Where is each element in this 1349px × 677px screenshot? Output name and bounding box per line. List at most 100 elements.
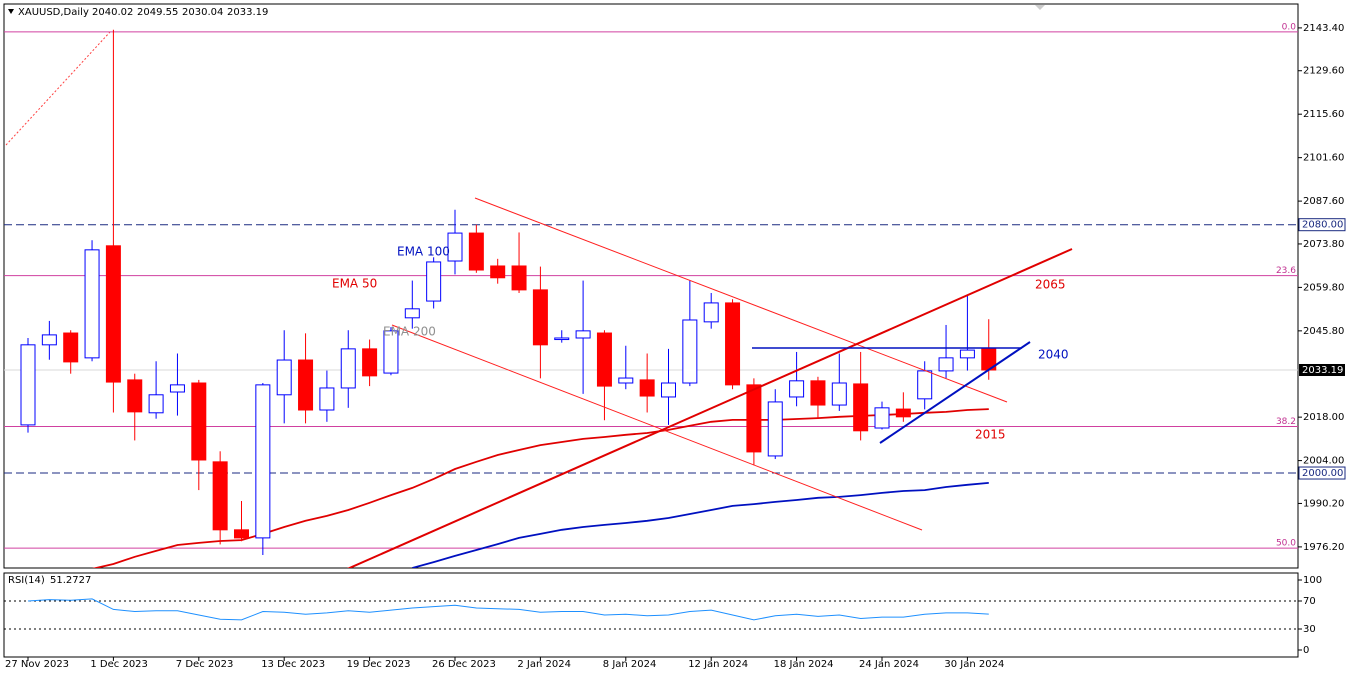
candle-body — [468, 232, 484, 271]
candle-body — [810, 380, 826, 406]
ema-label: EMA 50 — [332, 277, 377, 291]
y-tick-label: 2018.00 — [1303, 412, 1344, 423]
fib-trend — [5, 31, 111, 146]
candle-body — [169, 384, 185, 393]
x-tick-label: 12 Jan 2024 — [688, 659, 748, 670]
candle-body — [575, 330, 591, 339]
candle-body — [340, 348, 356, 389]
header-value: 2033.19 — [227, 7, 268, 18]
candle-body — [362, 348, 378, 377]
candle-body — [41, 334, 57, 346]
x-tick-label: 2 Jan 2024 — [517, 659, 571, 670]
annotation: 2040 — [1038, 348, 1069, 362]
candle-body — [148, 394, 164, 414]
candle-body — [746, 384, 762, 453]
candle-body — [255, 384, 271, 539]
candle-body — [959, 349, 975, 359]
channel-line — [474, 197, 1008, 403]
x-tick-label: 26 Dec 2023 — [432, 659, 496, 670]
x-tick-label: 8 Jan 2024 — [603, 659, 657, 670]
rsi-value: 51.2727 — [50, 575, 91, 586]
y-tick-label: 2059.80 — [1303, 282, 1344, 293]
candle-body — [511, 265, 527, 291]
y-tick-label: 2143.40 — [1303, 23, 1344, 34]
level-label: 2080.00 — [1302, 220, 1343, 231]
rsi-plot — [4, 598, 1298, 630]
scroll-marker — [1035, 5, 1045, 10]
candle-body — [20, 344, 36, 426]
y-tick-label: 1990.20 — [1303, 498, 1344, 509]
candle-body — [191, 382, 207, 461]
candle-body — [767, 401, 783, 457]
header-value: 2049.55 — [137, 7, 178, 18]
fib-label: 38.2 — [1276, 417, 1296, 427]
x-tick-label: 13 Dec 2023 — [261, 659, 325, 670]
fib-label: 23.6 — [1276, 266, 1296, 276]
candle-body — [874, 407, 890, 429]
candle-body — [853, 383, 869, 432]
x-tick-label: 1 Dec 2023 — [90, 659, 148, 670]
candle-body — [554, 337, 570, 341]
x-tick-label: 7 Dec 2023 — [176, 659, 234, 670]
drawings — [347, 197, 1073, 568]
y-tick-label: 2004.00 — [1303, 456, 1344, 467]
candle-body — [490, 265, 506, 279]
candle-body — [63, 332, 79, 363]
y-tick-label: 2045.80 — [1303, 326, 1344, 337]
candle-body — [276, 359, 292, 396]
annotation: 2015 — [975, 428, 1006, 442]
menu-arrow — [8, 9, 14, 14]
ema-line — [412, 482, 989, 568]
candle-body — [447, 232, 463, 262]
candle-body — [404, 308, 420, 319]
candle-body — [84, 249, 100, 359]
candle-body — [426, 261, 442, 302]
rsi-line — [27, 598, 989, 621]
candle-body — [383, 330, 399, 374]
main-plot — [4, 29, 1298, 568]
level-box — [1298, 466, 1346, 480]
candle-body — [532, 289, 548, 346]
y-tick-label: 2073.80 — [1303, 239, 1344, 250]
symbol-title: XAUUSD,Daily — [18, 7, 89, 18]
level-box — [1298, 218, 1346, 232]
x-tick-label: 19 Dec 2023 — [347, 659, 411, 670]
fib-label: 50.0 — [1276, 539, 1296, 549]
x-tick-label: 18 Jan 2024 — [774, 659, 834, 670]
y-tick-label: 2129.60 — [1303, 66, 1344, 77]
rsi-tick-label: 0 — [1303, 645, 1309, 656]
candle-body — [725, 302, 741, 386]
candle-body — [596, 332, 612, 387]
rsi-panel — [3, 572, 1299, 658]
candle-body — [639, 379, 655, 397]
candle-body — [703, 302, 719, 323]
rsi-title: RSI(14) — [8, 575, 45, 586]
ema-label: EMA 100 — [397, 245, 450, 259]
trend-line — [347, 248, 1073, 568]
candle-body — [789, 380, 805, 398]
y-tick-label: 2115.60 — [1303, 109, 1344, 120]
header-value: 2030.04 — [182, 7, 223, 18]
candle-body — [938, 357, 954, 372]
fib-label: 0.0 — [1282, 22, 1297, 32]
candle-body — [127, 379, 143, 413]
annotation: EMA 200 — [383, 325, 436, 339]
candle-body — [298, 359, 314, 411]
candle-body — [661, 382, 676, 398]
current-price: 2033.19 — [1302, 365, 1343, 376]
header-value: 2040.02 — [92, 7, 133, 18]
channel-line — [391, 324, 923, 531]
price-box — [1299, 363, 1345, 376]
candle-body — [917, 370, 933, 400]
rsi-tick-label: 100 — [1303, 575, 1322, 586]
candle-body — [618, 377, 634, 384]
rsi-tick-label: 30 — [1303, 624, 1316, 635]
y-tick-label: 2087.60 — [1303, 196, 1344, 207]
annotation: 2065 — [1035, 278, 1066, 292]
level-label: 2000.00 — [1302, 468, 1343, 479]
candle-body — [105, 245, 121, 383]
y-tick-label: 1976.20 — [1303, 542, 1344, 553]
x-tick-label: 24 Jan 2024 — [859, 659, 919, 670]
y-tick-label: 2101.60 — [1303, 153, 1344, 164]
